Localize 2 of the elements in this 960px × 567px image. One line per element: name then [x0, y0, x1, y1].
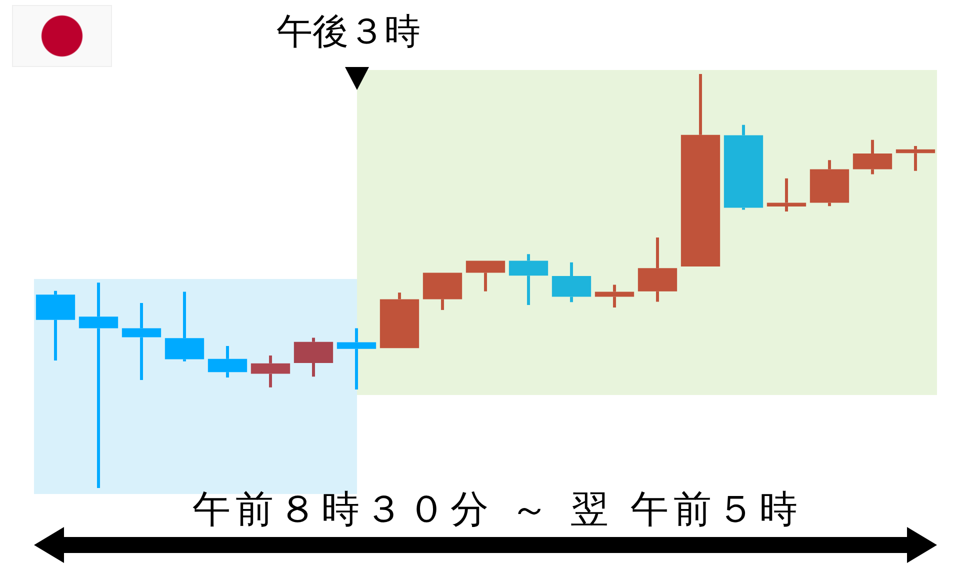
text: 午後３時 — [276, 11, 420, 52]
annotation: 午前８時３０分 ～ 翌 午前５時 — [192, 486, 803, 531]
